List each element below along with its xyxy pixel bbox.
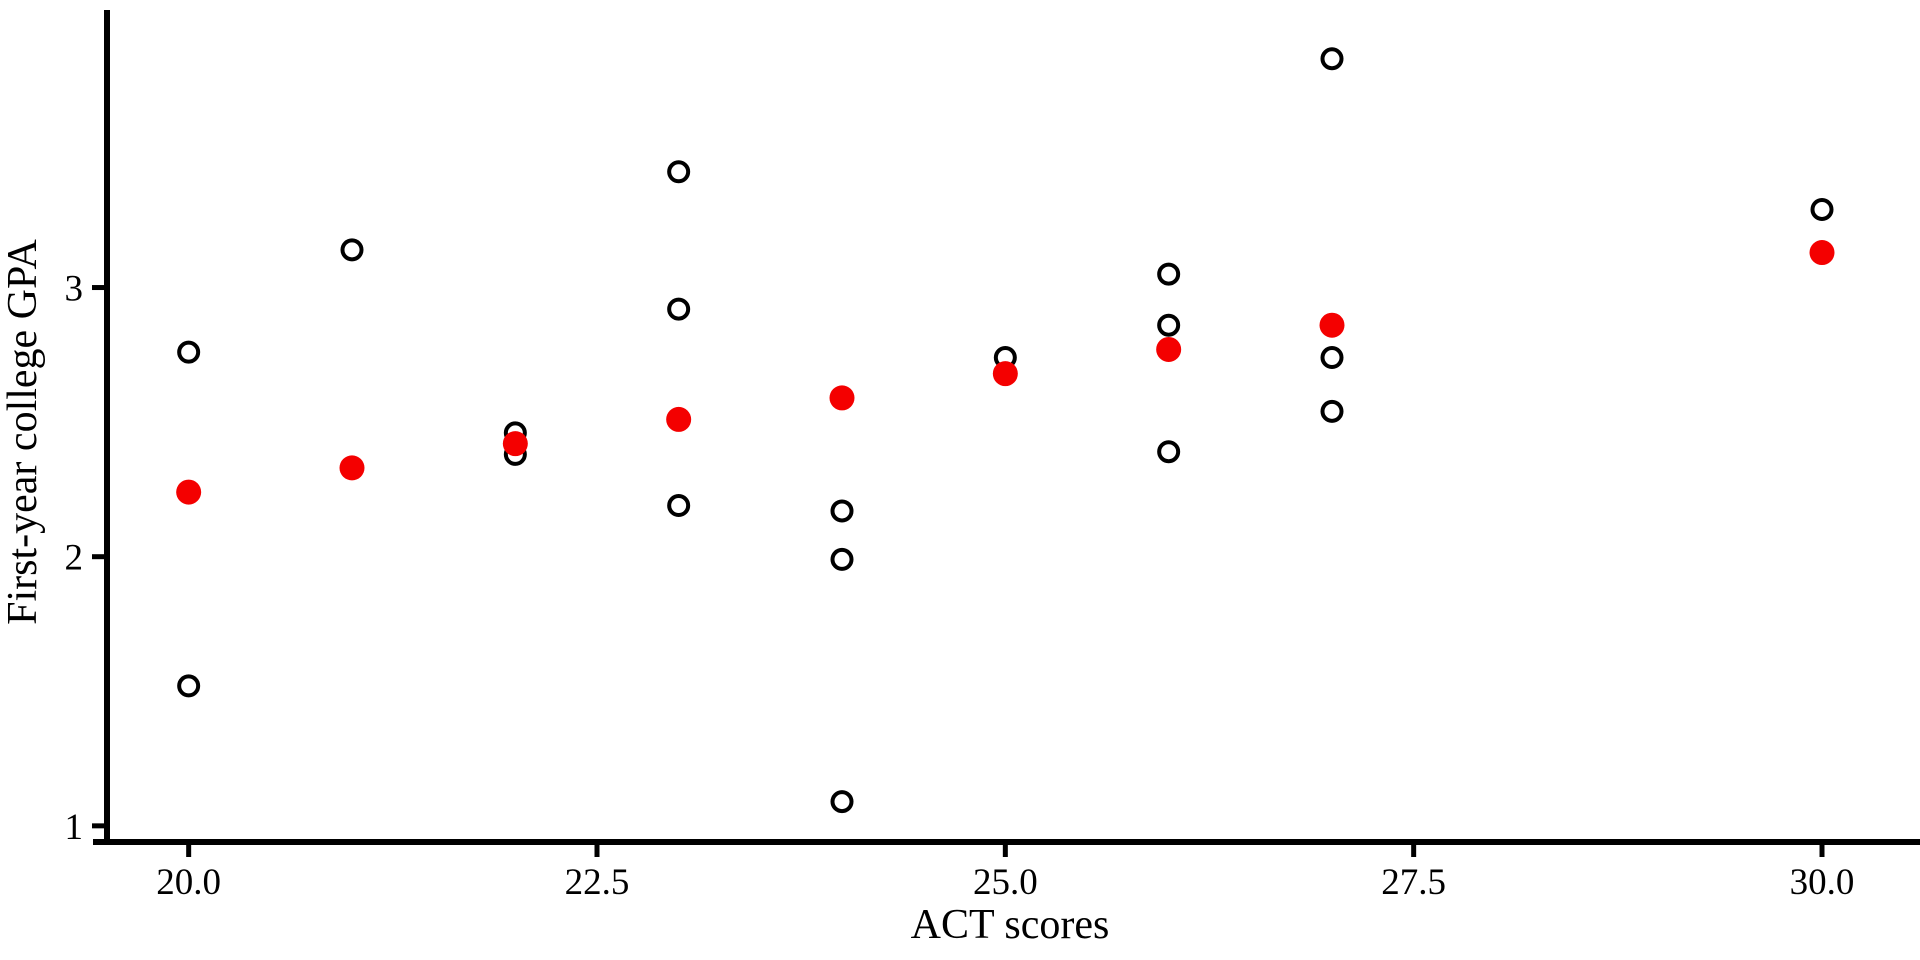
observed-point <box>1157 440 1181 464</box>
axis-tick-labels: 20.0 22.5 25.0 27.5 30.0 1 2 3 <box>65 269 1855 903</box>
data-points <box>176 47 1835 814</box>
fitted-point <box>1809 240 1835 266</box>
observed-point <box>830 499 854 523</box>
observed-point <box>830 547 854 571</box>
x-tick-label: 27.5 <box>1381 862 1446 903</box>
y-tick-label: 2 <box>65 538 84 579</box>
y-tick-label: 1 <box>65 807 84 848</box>
x-tick-label: 22.5 <box>565 862 630 903</box>
observed-point <box>177 340 201 364</box>
x-axis-title: ACT scores <box>911 902 1110 948</box>
fitted-point <box>666 406 692 432</box>
observed-point <box>667 297 691 321</box>
observed-point <box>1320 47 1344 71</box>
axes <box>93 10 1920 845</box>
observed-point <box>667 160 691 184</box>
observed-point <box>340 238 364 262</box>
y-tick-label: 3 <box>65 269 84 310</box>
observed-point <box>1320 399 1344 423</box>
observed-point <box>1157 262 1181 286</box>
x-tick-label: 25.0 <box>973 862 1038 903</box>
fitted-point <box>502 431 528 457</box>
observed-point <box>667 494 691 518</box>
x-tick-label: 20.0 <box>156 862 221 903</box>
observed-point <box>1157 313 1181 337</box>
axis-ticks <box>92 285 1825 857</box>
observed-point <box>1810 197 1834 221</box>
fitted-point <box>339 455 365 481</box>
fitted-point <box>992 361 1018 387</box>
x-tick-label: 30.0 <box>1790 862 1855 903</box>
y-axis-title: First-year college GPA <box>0 238 46 624</box>
fitted-point <box>829 385 855 411</box>
observed-point <box>1320 346 1344 370</box>
observed-point <box>177 674 201 698</box>
fitted-point <box>176 479 202 505</box>
observed-point <box>830 790 854 814</box>
fitted-point <box>1319 312 1345 338</box>
fitted-point <box>1156 336 1182 362</box>
